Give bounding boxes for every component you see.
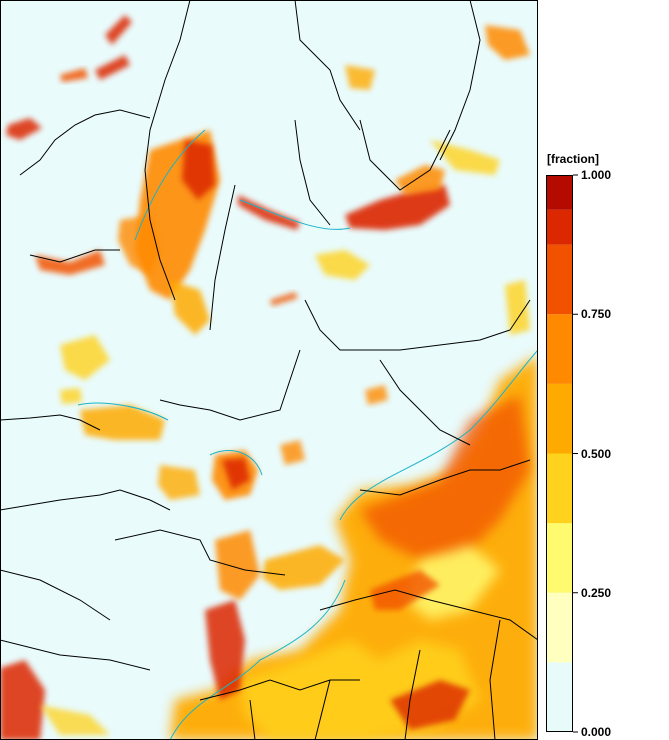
fraction-region-finland-north [395, 165, 445, 195]
border-line [319, 589, 538, 641]
contour-line [169, 579, 346, 740]
fraction-patch-norway-north-1 [95, 55, 130, 80]
fraction-region-austria-band [262, 545, 345, 590]
fraction-patch-baltic-sea-2 [270, 292, 298, 306]
fraction-region-estonia [315, 250, 370, 280]
fraction-region-poland-core [222, 458, 250, 490]
map-panel [0, 0, 538, 740]
fraction-region-southeast [170, 355, 538, 740]
legend-tick-label: 0.000 [581, 725, 612, 739]
border-line [489, 619, 501, 740]
fraction-region-alps-west [215, 530, 260, 600]
legend-bin-1 [546, 592, 573, 663]
border-line [0, 639, 151, 671]
legend-bin-0 [546, 662, 573, 732]
fraction-patch-netherlands [60, 388, 82, 404]
fraction-patch-norway-north-2 [105, 15, 132, 45]
border-line [359, 459, 531, 496]
fraction-region-norway-west [118, 215, 160, 275]
border-line [19, 109, 151, 176]
fraction-map [0, 0, 538, 740]
legend-frame [546, 175, 573, 732]
border-line [159, 349, 301, 421]
border-line [0, 489, 171, 511]
fraction-region-germany-north [80, 405, 165, 440]
border-line [379, 359, 471, 446]
contour-line [209, 450, 263, 476]
legend-tick-label: 0.500 [581, 446, 612, 461]
border-line [0, 569, 111, 621]
legend-bin-3 [546, 453, 573, 524]
legend-tick-label: 0.750 [581, 307, 612, 322]
contour-line [134, 129, 206, 241]
fraction-patch-iceland-sea [6, 118, 42, 140]
legend-tick-label: 0.250 [581, 585, 612, 600]
legend-bin-8 [546, 175, 573, 210]
contour-lines [77, 129, 538, 740]
fraction-region-lapland [345, 65, 375, 90]
country-borders [0, 0, 538, 740]
fraction-region-southeast-core [360, 395, 530, 560]
fraction-region-norway-coast [35, 250, 105, 275]
border-line [304, 299, 531, 351]
legend-bin-4 [546, 383, 573, 454]
fraction-region-southeast-light [405, 545, 500, 620]
legend-bin-6 [546, 244, 573, 315]
border-line [144, 0, 191, 301]
border-line [294, 0, 361, 131]
legend-bin-2 [546, 523, 573, 593]
fraction-region-danube-band [370, 570, 440, 610]
fraction-region-kola [485, 25, 530, 60]
fraction-patch-baltic-sea-1 [238, 195, 300, 230]
legend-tick-label: 1.000 [581, 168, 612, 182]
fraction-field [0, 15, 538, 740]
fraction-region-southwest-coast [40, 705, 110, 735]
contour-line [339, 349, 538, 521]
fraction-region-norway-core [182, 140, 215, 200]
fraction-region-ladoga-east [430, 140, 500, 175]
contour-line [239, 199, 351, 230]
fraction-region-alps-band [205, 600, 245, 700]
fraction-patch-poland-east [280, 440, 305, 465]
fraction-patch-belarus [505, 280, 530, 335]
legend-bin-5 [546, 314, 573, 384]
border-line [359, 119, 451, 191]
legend-bin-7 [546, 209, 573, 245]
legend-title: [fraction] [547, 152, 599, 166]
border-line [199, 679, 360, 701]
border-line [209, 184, 236, 331]
border-line [29, 249, 120, 263]
border-line [114, 529, 286, 576]
border-line [404, 649, 421, 740]
border-line [249, 699, 256, 740]
fraction-patch-lithuania [365, 385, 388, 405]
fraction-region-southwest-corner [0, 660, 45, 740]
border-line [439, 0, 481, 161]
fraction-region-gulf-finland [345, 185, 450, 230]
fraction-region-sweden-south [170, 280, 210, 335]
border-line [314, 679, 331, 740]
fraction-region-denmark [60, 335, 110, 380]
fraction-region-germany-east [158, 465, 200, 500]
fraction-patch-norway-north-3 [60, 68, 88, 82]
border-line [0, 414, 101, 431]
fraction-region-balkan-core [390, 680, 470, 730]
border-line [294, 119, 331, 226]
contour-line [77, 402, 169, 421]
